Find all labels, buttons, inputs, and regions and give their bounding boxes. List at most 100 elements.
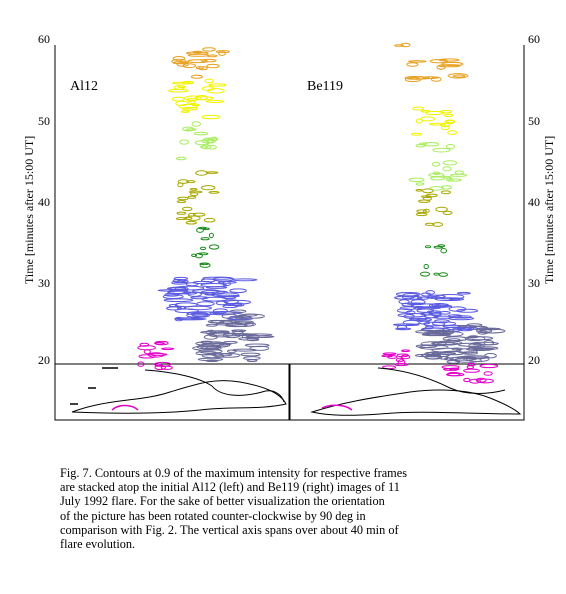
contour-mark (431, 321, 457, 327)
contour-mark (190, 74, 203, 79)
contour-mark (206, 63, 220, 69)
contour-mark (450, 173, 468, 177)
contour-mark (185, 220, 198, 225)
contour-mark (475, 377, 487, 383)
contour-mark (395, 327, 412, 331)
contour-mark (209, 311, 235, 316)
contour-mark (442, 160, 458, 166)
contour-mark (225, 299, 251, 305)
contour-mark (456, 308, 479, 313)
contour-mark (177, 179, 189, 184)
contour-mark (192, 345, 222, 351)
contour-mark (417, 306, 437, 310)
contour-mark (204, 78, 214, 84)
contour-mark (233, 315, 250, 320)
contour-mark (479, 363, 499, 369)
right-tick-50: 50 (528, 114, 540, 128)
contour-mark (430, 176, 445, 181)
contour-mark (476, 328, 506, 334)
caption-line: July 1992 flare. For the sake of better … (60, 494, 385, 509)
contour-mark (441, 125, 450, 131)
contour-mark (468, 335, 479, 339)
contour-mark (441, 61, 464, 67)
contour-mark (201, 114, 221, 120)
contour-mark (215, 322, 246, 326)
contour-mark (422, 188, 434, 194)
contour-mark (176, 62, 189, 67)
contour-mark (183, 216, 193, 220)
contour-mark (401, 349, 411, 353)
contour-mark (396, 324, 408, 330)
contour-mark (172, 278, 186, 284)
contour-stack (70, 42, 522, 416)
contour-mark (201, 144, 212, 150)
left-tick-20: 20 (38, 353, 50, 367)
contour-mark (195, 351, 218, 356)
contour-mark (185, 128, 197, 131)
contour-mark (183, 305, 212, 311)
contour-mark (436, 64, 446, 70)
contour-mark (191, 103, 200, 107)
contour-mark (197, 357, 224, 362)
contour-mark (438, 272, 448, 277)
contour-mark (447, 316, 475, 321)
contour-mark (208, 232, 214, 239)
contour-mark (397, 359, 406, 365)
caption-line: of the picture has been rotated counter-… (60, 508, 366, 523)
contour-mark (191, 253, 197, 258)
contour-mark (395, 292, 421, 297)
contour-mark (423, 314, 439, 319)
contour-mark (198, 349, 223, 354)
contour-mark (137, 361, 145, 367)
contour-mark (172, 96, 185, 102)
contour-mark (208, 244, 220, 250)
contour-mark (139, 342, 150, 347)
contour-mark (160, 365, 173, 370)
contour-mark (402, 319, 420, 326)
contour-mark (195, 341, 225, 346)
al12-image-frame (54, 363, 290, 421)
contour-mark (432, 341, 459, 346)
contour-mark (398, 299, 410, 305)
contour-mark (415, 144, 426, 148)
contour-mark (416, 209, 427, 213)
contour-mark (200, 246, 207, 251)
contour-mark (210, 292, 240, 298)
contour-mark (442, 210, 453, 215)
contour-mark (201, 185, 216, 191)
contour-mark (447, 314, 463, 318)
contour-mark (192, 212, 206, 217)
contour-mark (212, 308, 229, 314)
contour-mark (451, 347, 463, 351)
contour-mark (163, 298, 194, 303)
contour-mark (137, 345, 156, 351)
contour-mark (200, 58, 217, 63)
contour-mark (208, 191, 220, 194)
contour-mark (456, 291, 471, 295)
contour-mark (182, 63, 196, 69)
contour-mark (196, 301, 215, 307)
panel-label-al12: Al12 (70, 79, 98, 94)
right-axis-title: Time [minutes after 15:00 UT] (542, 136, 556, 284)
contour-mark (447, 372, 461, 377)
contour-mark (180, 110, 190, 113)
contour-mark (423, 321, 446, 327)
contour-mark (178, 103, 198, 109)
contour-mark (415, 189, 423, 192)
contour-mark (464, 335, 486, 342)
contour-mark (174, 285, 205, 291)
left-tick-40: 40 (38, 195, 50, 209)
contour-mark (191, 121, 202, 127)
contour-mark (221, 281, 232, 287)
contour-mark (210, 332, 225, 336)
contour-mark (394, 362, 409, 367)
contour-mark (427, 296, 442, 299)
contour-mark (472, 347, 496, 351)
contour-mark (186, 311, 217, 316)
contour-mark (484, 353, 497, 359)
right-tick-40: 40 (528, 195, 540, 209)
contour-mark (249, 345, 270, 351)
contour-mark (246, 337, 260, 342)
contour-mark (406, 62, 419, 67)
contour-mark (416, 296, 430, 300)
